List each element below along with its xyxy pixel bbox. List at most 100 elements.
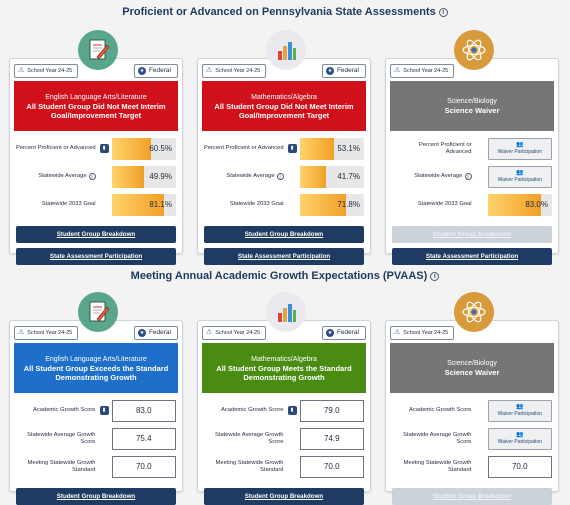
score-box: 83.0 <box>111 399 176 422</box>
score-box: 75.4 <box>111 427 176 450</box>
metric-row: Statewide 2033 Goal 71.8% <box>204 191 364 218</box>
status-text: All Student Group Did Not Meet Interim G… <box>214 101 354 120</box>
student-group-breakdown-button[interactable]: Student Group Breakdown <box>16 226 176 243</box>
school-year-text: School Year 24-25 <box>27 330 73 336</box>
info-icon[interactable]: i <box>438 8 448 17</box>
bar-chart-icon <box>266 292 306 332</box>
federal-badge[interactable]: ★ Federal <box>133 64 178 78</box>
people-icon: 👥 <box>516 404 524 410</box>
people-icon: 👥 <box>516 142 524 148</box>
metric-row: Academic Growth Score ▮ 83.0 <box>16 397 176 424</box>
waiver-label: Waiver Participation <box>497 439 542 445</box>
school-year-text: School Year 24-25 <box>27 68 73 74</box>
metric-row: Academic Growth Score ▮ 79.0 <box>204 397 364 424</box>
metric-label: Statewide Average i <box>16 173 100 180</box>
bar-fill <box>111 137 151 160</box>
metric-label: Meeting Statewide Growth Standard <box>403 459 472 473</box>
metric-row: Statewide Average i 49.9% <box>16 163 176 190</box>
chart-icon[interactable]: ▮ <box>99 406 109 415</box>
metric-row: Meeting Statewide Growth Standard 70.0 <box>16 453 176 480</box>
metric-row: Statewide Average i 41.7% <box>204 163 364 190</box>
school-year-badge: ⚠ School Year 24-25 <box>14 326 79 340</box>
bar-fill <box>299 193 346 216</box>
federal-badge[interactable]: ★ Federal <box>321 326 366 340</box>
pencil-paper-icon <box>78 30 118 70</box>
info-icon[interactable]: i <box>464 173 472 180</box>
waiver-label: Waiver Participation <box>497 177 542 183</box>
status-text: All Student Group Exceeds the Standard D… <box>23 363 169 382</box>
school-year-text: School Year 24-25 <box>403 330 449 336</box>
card-ela-growth: ⚠ School Year 24-25 ★ Federal English Lang… <box>9 292 183 505</box>
waiver-participation-button[interactable]: 👥 Waiver Participation <box>487 399 552 422</box>
metric-label: Academic Growth Score <box>33 407 96 413</box>
metric-row: Statewide Average Growth Score 74.9 <box>204 425 364 452</box>
bar-fill <box>299 137 334 160</box>
student-group-breakdown-button[interactable]: Student Group Breakdown <box>16 488 176 505</box>
metric-row: Percent Proficient or Advanced ▮ 60.5% <box>16 135 176 162</box>
subject-name: English Language Arts/Literature <box>45 93 147 101</box>
bar-chart-icon <box>266 30 306 70</box>
growth-section-title: Meeting Annual Academic Growth Expectati… <box>0 270 570 282</box>
metric-row: Statewide 2033 Goal 81.1% <box>16 191 176 218</box>
waiver-participation-button[interactable]: 👥 Waiver Participation <box>487 165 552 188</box>
student-group-breakdown-button: Student Group Breakdown <box>392 226 552 243</box>
atom-icon <box>454 292 494 332</box>
federal-icon: ★ <box>325 67 334 75</box>
metric-row: Statewide 2033 Goal 83.0% <box>392 191 552 218</box>
subject-name: Mathematics/Algebra <box>251 355 317 363</box>
student-group-breakdown-button[interactable]: Student Group Breakdown <box>204 226 364 243</box>
metric-label: Statewide Average Growth Score <box>402 431 472 445</box>
chart-icon[interactable]: ▮ <box>287 144 297 153</box>
metric-label: Statewide Average Growth Score <box>214 431 284 445</box>
status-text: All Student Group Meets the Standard Dem… <box>216 363 352 382</box>
state-assessment-participation-button[interactable]: State Assessment Participation <box>392 248 552 265</box>
metric-label: Academic Growth Score <box>221 407 284 413</box>
info-icon[interactable]: i <box>88 173 96 180</box>
score-box: 70.0 <box>487 455 552 478</box>
chart-icon[interactable]: ▮ <box>99 144 109 153</box>
score-box: 74.9 <box>299 427 364 450</box>
metric-label: Percent Proficient or Advanced <box>418 141 472 155</box>
metric-label: Meeting Statewide Growth Standard <box>27 459 96 473</box>
metric-label: Percent Proficient or Advanced <box>16 145 96 151</box>
federal-icon: ★ <box>137 67 146 75</box>
warning-icon: ⚠ <box>206 67 213 74</box>
status-text: Science Waiver <box>444 368 500 377</box>
school-year-text: School Year 24-25 <box>215 68 261 74</box>
waiver-label: Waiver Participation <box>497 411 542 417</box>
bar-fill <box>111 165 144 188</box>
metric-label-text: Statewide Average <box>38 173 87 179</box>
percent-bar: 83.0% <box>487 193 552 216</box>
federal-badge[interactable]: ★ Federal <box>321 64 366 78</box>
chart-icon[interactable]: ▮ <box>287 406 297 415</box>
federal-text: Federal <box>148 329 171 336</box>
state-assessment-participation-button[interactable]: State Assessment Participation <box>16 248 176 265</box>
federal-text: Federal <box>148 67 171 74</box>
status-banner: Science/Biology Science Waiver <box>390 81 554 131</box>
metric-label: Statewide 2033 Goal <box>417 201 472 207</box>
bar-fill <box>487 193 542 216</box>
subject-name: English Language Arts/Literature <box>45 355 147 363</box>
metric-label: Academic Growth Score <box>409 407 472 413</box>
warning-icon: ⚠ <box>18 67 25 74</box>
warning-icon: ⚠ <box>394 329 401 336</box>
state-assessment-participation-button[interactable]: State Assessment Participation <box>204 248 364 265</box>
waiver-participation-button[interactable]: 👥 Waiver Participation <box>487 427 552 450</box>
info-icon[interactable]: i <box>276 173 284 180</box>
federal-badge[interactable]: ★ Federal <box>133 326 178 340</box>
bar-value: 71.8% <box>337 199 360 209</box>
pencil-paper-icon <box>78 292 118 332</box>
info-icon[interactable]: i <box>430 272 440 281</box>
metric-row: Statewide Average Growth Score 👥 Waiver P… <box>392 425 552 452</box>
bar-value: 49.9% <box>149 171 172 181</box>
waiver-participation-button[interactable]: 👥 Waiver Participation <box>487 137 552 160</box>
metric-row: Academic Growth Score 👥 Waiver Participat… <box>392 397 552 424</box>
bar-value: 81.1% <box>149 199 172 209</box>
metric-row: Meeting Statewide Growth Standard 70.0 <box>204 453 364 480</box>
metric-row: Statewide Average Growth Score 75.4 <box>16 425 176 452</box>
federal-icon: ★ <box>325 329 334 337</box>
student-group-breakdown-button[interactable]: Student Group Breakdown <box>204 488 364 505</box>
bar-value: 41.7% <box>337 171 360 181</box>
warning-icon: ⚠ <box>206 329 213 336</box>
subject-name: Mathematics/Algebra <box>251 93 317 101</box>
